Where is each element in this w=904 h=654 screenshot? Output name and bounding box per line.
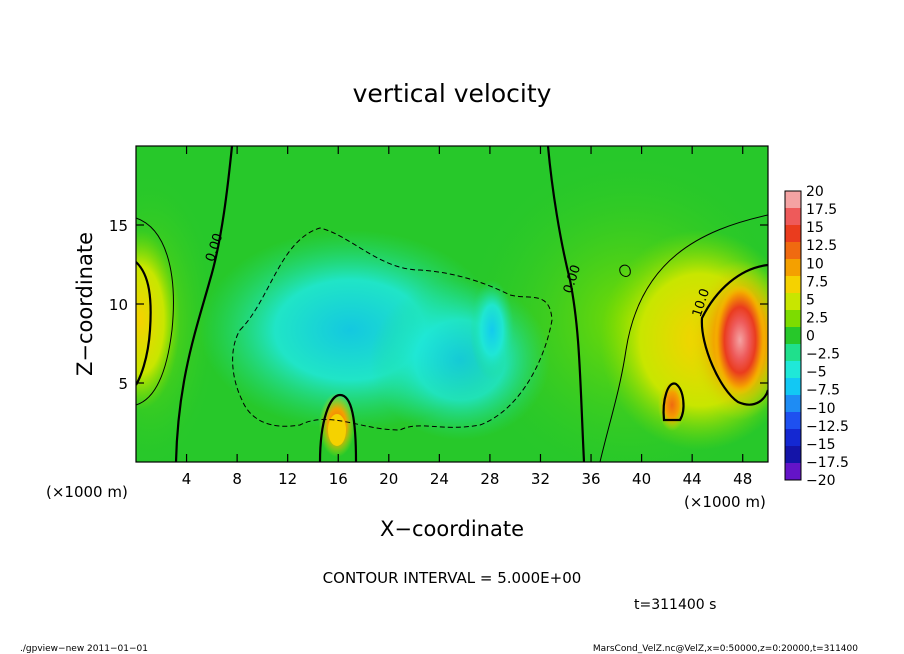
colorbar-label: −20	[806, 473, 836, 489]
x-tick-label: 28	[480, 470, 499, 488]
contour-interval-text: CONTOUR INTERVAL = 5.000E+00	[323, 569, 582, 587]
colorbar-label: 5	[806, 292, 815, 308]
colorbar: 20 17.5 15 12.5 10 7.5 5 2.5 0 −2.5 −5 −7.5 −10 −12.5…	[784, 184, 849, 489]
footer-right: MarsCond_VelZ.nc@VelZ,x=0:50000,z=0:2000…	[593, 644, 858, 654]
colorbar-label: 12.5	[806, 238, 837, 254]
colorbar-label: −2.5	[806, 347, 840, 363]
colorbar-swatch	[785, 327, 801, 344]
contour-lines	[136, 146, 768, 462]
x-axis-label: X−coordinate	[380, 517, 524, 541]
x-tick-label: 32	[531, 470, 550, 488]
colorbar-swatch	[785, 276, 801, 293]
colorbar-swatch	[785, 310, 801, 327]
footer-left: ./gpview−new 2011−01−01	[20, 644, 148, 654]
contour-10-right	[700, 263, 768, 406]
y-tick-label: 5	[118, 375, 128, 393]
small-contour-loop	[619, 264, 631, 277]
contour-left-edge	[136, 261, 152, 386]
x-axis: 4 8 12 16 20 24 28 32 36 40 44 48	[182, 146, 752, 488]
colorbar-frame	[784, 190, 802, 481]
zero-contour-right	[546, 146, 586, 462]
colorbar-label: −17.5	[806, 455, 849, 471]
x-tick-label: 40	[632, 470, 651, 488]
colorbar-swatch	[785, 446, 801, 463]
x-tick-label: 36	[581, 470, 600, 488]
x-tick-label: 8	[232, 470, 242, 488]
colorbar-label: 0	[806, 329, 815, 345]
colorbar-swatch	[785, 412, 801, 429]
colorbar-label: −7.5	[806, 383, 840, 399]
x-unit-label-left: (×1000 m)	[46, 483, 128, 501]
colorbar-swatch	[785, 293, 801, 310]
heatmap-field	[136, 146, 768, 462]
colorbar-label: −10	[806, 401, 836, 417]
y-axis: 5 10 15	[109, 217, 768, 393]
colorbar-swatch	[785, 463, 801, 480]
contour-blob-42	[662, 382, 685, 422]
colorbar-label: 7.5	[806, 274, 828, 290]
colorbar-swatch	[785, 429, 801, 446]
colorbar-swatch	[785, 378, 801, 395]
colorbar-swatch	[785, 361, 801, 378]
x-tick-label: 16	[329, 470, 348, 488]
y-tick-label: 15	[109, 217, 128, 235]
colorbar-label: 15	[806, 220, 824, 236]
zero-contour-left	[174, 146, 234, 462]
y-tick-label: 10	[109, 296, 128, 314]
colorbar-swatch	[785, 344, 801, 361]
x-tick-label: 12	[278, 470, 297, 488]
x-tick-label: 44	[683, 470, 702, 488]
colorbar-label: −5	[806, 365, 827, 381]
colorbar-swatch	[785, 191, 801, 208]
colorbar-label: 10	[806, 256, 824, 272]
x-tick-label: 20	[379, 470, 398, 488]
x-unit-label-right: (×1000 m)	[684, 493, 766, 511]
colorbar-label: 17.5	[806, 202, 837, 218]
colorbar-swatch	[785, 259, 801, 276]
colorbar-label: −12.5	[806, 419, 849, 435]
colorbar-label: −15	[806, 437, 836, 453]
time-text: t=311400 s	[634, 597, 716, 613]
colorbar-label: 2.5	[806, 310, 828, 326]
contour-blob-16	[318, 393, 358, 462]
colorbar-swatch	[785, 395, 801, 412]
contour-positive-thin-right	[599, 214, 768, 462]
x-tick-label: 4	[182, 470, 192, 488]
y-axis-label: Z−coordinate	[73, 232, 97, 376]
chart-title: vertical velocity	[353, 79, 552, 108]
colorbar-swatch	[785, 225, 801, 242]
x-tick-label: 48	[733, 470, 752, 488]
x-tick-label: 24	[430, 470, 449, 488]
colorbar-swatch	[785, 242, 801, 259]
colorbar-swatch	[785, 208, 801, 225]
negative-contour	[232, 227, 553, 431]
colorbar-label: 20	[806, 184, 824, 200]
contour-left-thin	[136, 217, 174, 406]
